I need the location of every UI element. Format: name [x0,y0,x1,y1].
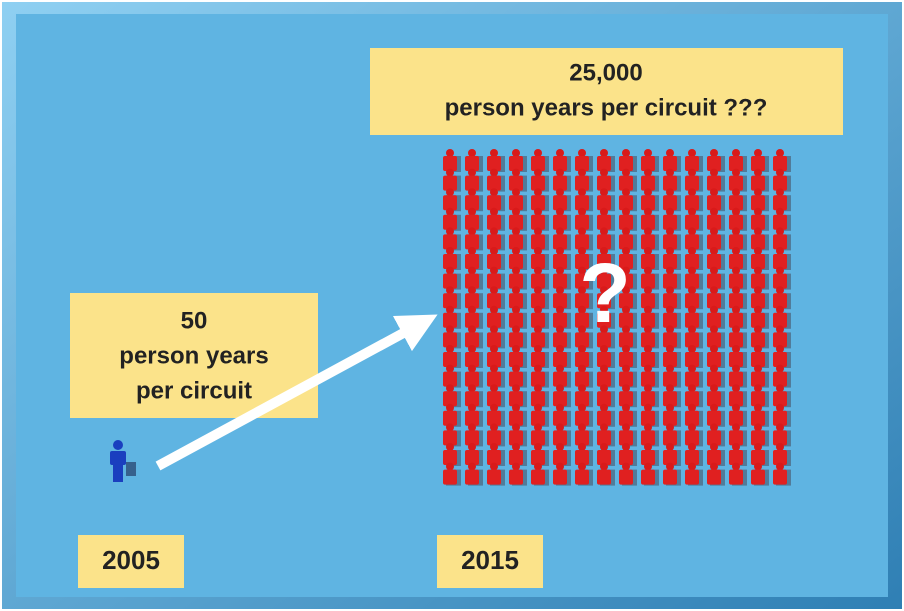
right-box-line: person years per circuit ??? [445,94,768,121]
left-box-line: per circuit [136,377,252,404]
slide: ? 25,000 person years per circuit ??? 50… [0,0,904,611]
year-label: 2005 [102,545,160,575]
right-box-line: 25,000 [569,59,642,86]
left-box-line: person years [119,342,268,369]
left-box-line: 50 [181,307,208,334]
question-mark: ? [579,246,630,340]
year-label: 2015 [461,545,519,575]
